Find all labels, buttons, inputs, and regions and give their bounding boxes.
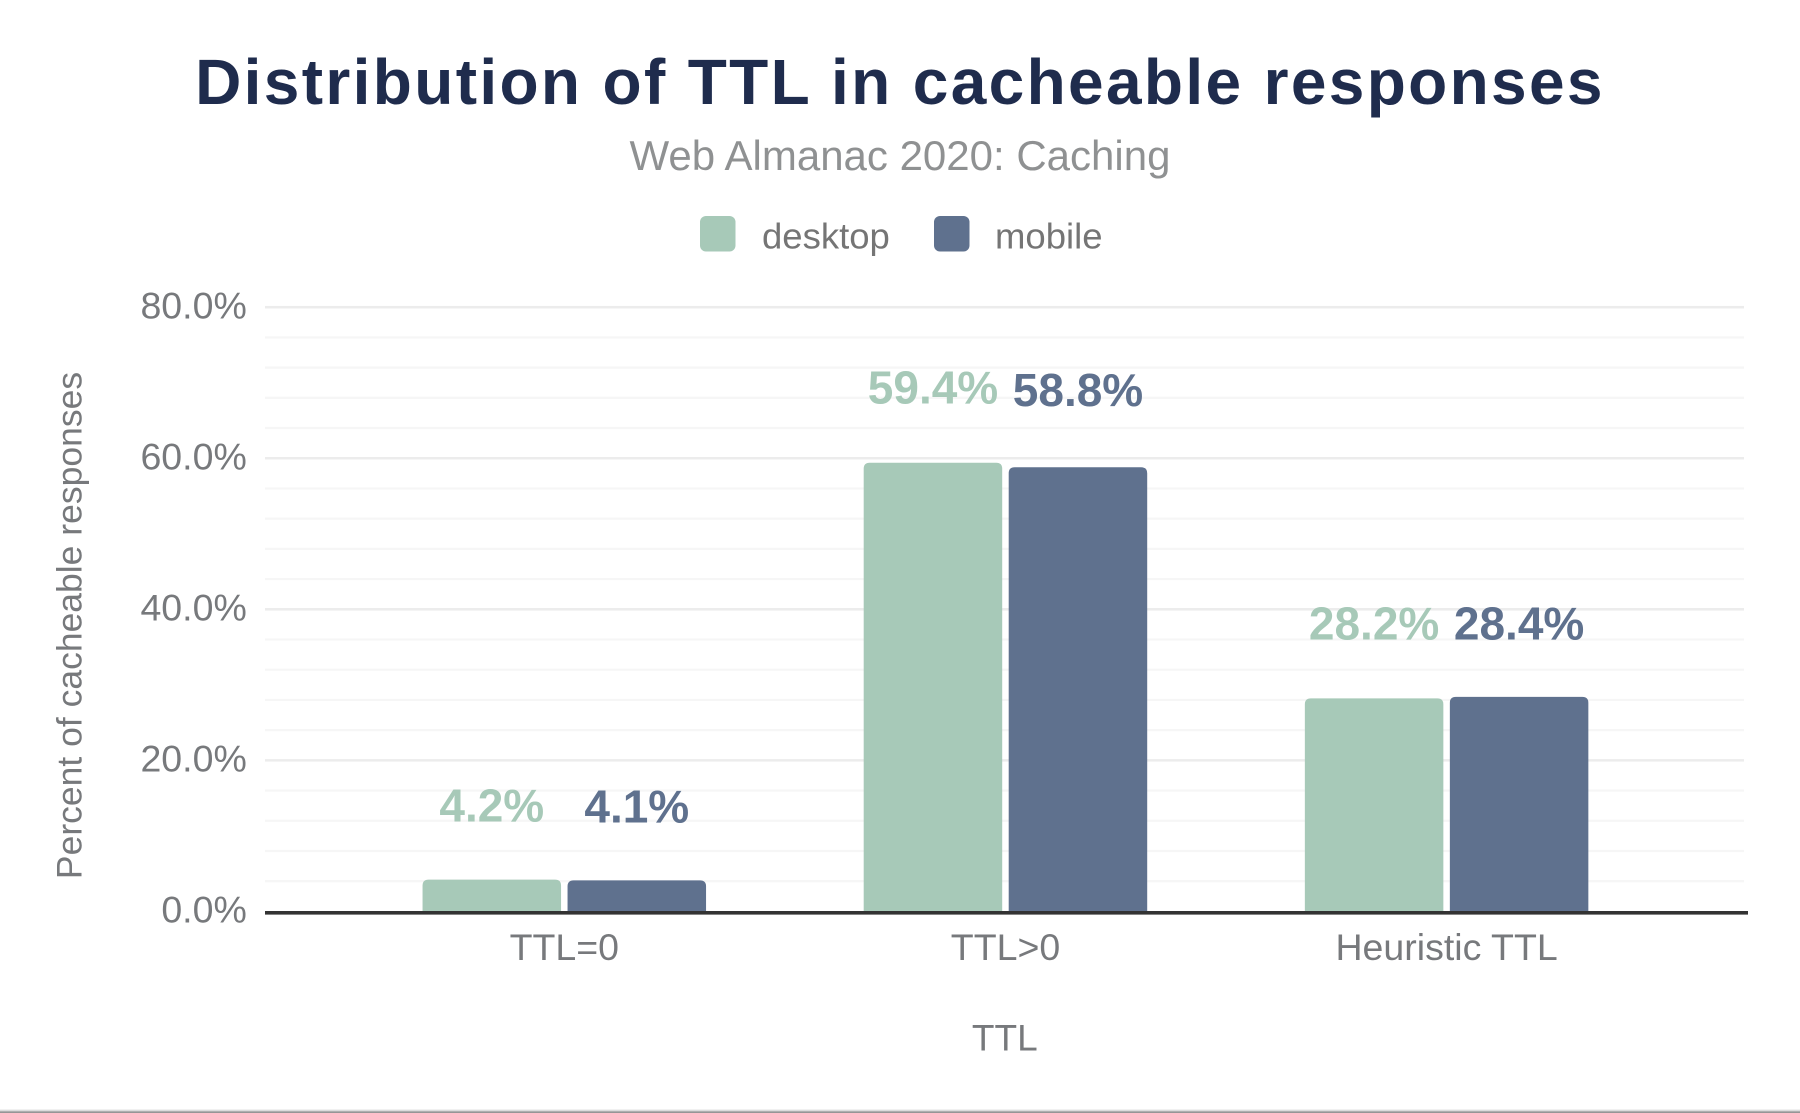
svg-text:4.2%: 4.2% [439,780,544,832]
svg-text:20.0%: 20.0% [140,738,246,780]
svg-text:TTL: TTL [972,1017,1038,1058]
svg-text:59.4%: 59.4% [868,362,998,414]
svg-text:Distribution of TTL in cacheab: Distribution of TTL in cacheable respons… [195,46,1605,118]
svg-text:Heuristic TTL: Heuristic TTL [1335,926,1557,968]
svg-text:Percent of cacheable responses: Percent of cacheable responses [50,372,90,879]
svg-text:28.2%: 28.2% [1309,597,1439,649]
svg-text:4.1%: 4.1% [584,780,689,832]
svg-text:Web Almanac 2020: Caching: Web Almanac 2020: Caching [630,132,1171,179]
svg-text:mobile: mobile [995,216,1103,257]
svg-text:60.0%: 60.0% [140,436,246,478]
svg-text:28.4%: 28.4% [1454,597,1584,649]
svg-text:40.0%: 40.0% [140,587,246,629]
svg-text:TTL=0: TTL=0 [510,926,619,968]
svg-text:0.0%: 0.0% [161,889,246,931]
svg-text:desktop: desktop [762,216,890,257]
svg-text:TTL>0: TTL>0 [951,926,1060,968]
svg-text:80.0%: 80.0% [140,285,246,327]
svg-text:58.8%: 58.8% [1013,364,1143,416]
